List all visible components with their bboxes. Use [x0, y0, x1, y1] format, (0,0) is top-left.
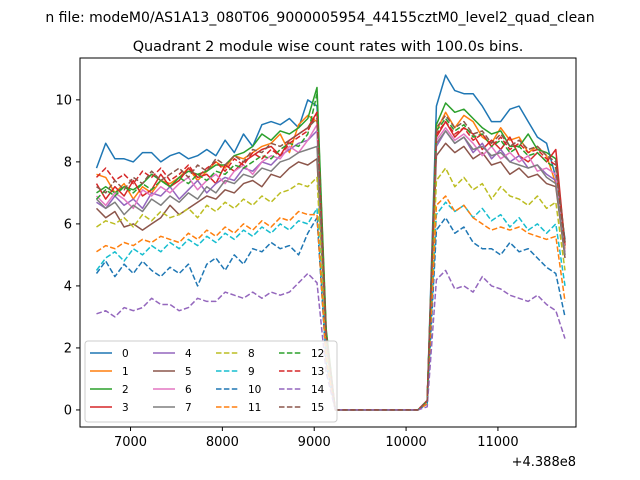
- legend-label-4: 4: [185, 348, 192, 360]
- x-tick-label: 11000: [477, 435, 518, 450]
- legend-label-2: 2: [122, 384, 129, 396]
- legend-label-12: 12: [311, 348, 324, 360]
- axes-frame: [79, 57, 577, 428]
- legend-label-9: 9: [248, 366, 255, 378]
- legend-label-14: 14: [311, 384, 325, 396]
- legend-label-3: 3: [122, 402, 129, 414]
- y-tick-label: 0: [64, 403, 72, 418]
- y-tick-label: 4: [64, 279, 72, 294]
- x-tick-label: 9000: [298, 435, 331, 450]
- series-line-12: [95, 92, 566, 411]
- chart-title: Quadrant 2 module wise count rates with …: [133, 39, 524, 55]
- y-tick-label: 10: [55, 93, 72, 108]
- y-tick-label: 2: [64, 341, 72, 356]
- legend-label-11: 11: [248, 402, 261, 414]
- legend-label-6: 6: [185, 384, 192, 396]
- y-tick-label: 8: [64, 155, 72, 170]
- legend-label-5: 5: [185, 366, 192, 378]
- x-tick-label: 7000: [114, 435, 147, 450]
- legend-label-1: 1: [122, 366, 129, 378]
- series-line-8: [96, 167, 566, 411]
- y-tick-label: 6: [64, 217, 72, 232]
- legend-frame: [84, 340, 338, 423]
- figure-suptitle: n file: modeM0/AS1A13_080T06_9000005954_…: [45, 10, 594, 26]
- x-tick-label: 10000: [385, 435, 426, 450]
- legend-label-8: 8: [248, 348, 255, 360]
- legend-label-15: 15: [311, 402, 324, 414]
- legend-label-13: 13: [311, 366, 324, 378]
- legend-label-7: 7: [185, 402, 192, 414]
- legend-label-10: 10: [248, 384, 261, 396]
- legend-label-0: 0: [122, 348, 129, 360]
- x-tick-label: 8000: [206, 435, 239, 450]
- x-offset-label: +4.388e8: [512, 455, 576, 470]
